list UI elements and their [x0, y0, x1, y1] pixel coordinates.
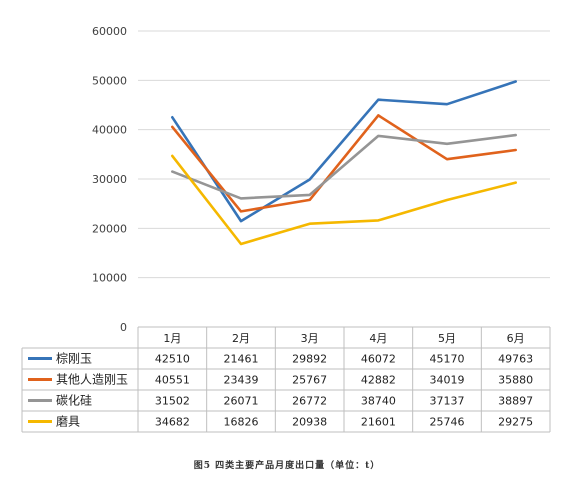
data-label: 21461 — [224, 353, 259, 366]
data-label: 16826 — [224, 416, 259, 429]
legend-label: 其他人造刚玉 — [56, 373, 128, 387]
y-tick-label: 0 — [120, 321, 127, 334]
series-line — [171, 154, 518, 246]
figure-caption: 图5 四类主要产品月度出口量（单位：t） — [193, 461, 381, 471]
data-label: 37137 — [430, 395, 465, 408]
series-line — [171, 80, 518, 223]
data-label: 42510 — [155, 353, 190, 366]
x-tick-label: 3月 — [301, 332, 319, 345]
series-line — [171, 133, 518, 200]
gridlines — [138, 30, 550, 279]
y-tick-label: 10000 — [92, 272, 127, 285]
data-label: 25767 — [292, 374, 327, 387]
data-label: 42882 — [361, 374, 396, 387]
y-tick-label: 30000 — [92, 173, 127, 186]
data-label: 20938 — [292, 416, 327, 429]
x-tick-label: 4月 — [369, 332, 387, 345]
data-label: 29275 — [498, 416, 533, 429]
data-label: 34019 — [430, 374, 465, 387]
data-label: 23439 — [224, 374, 259, 387]
data-label: 38897 — [498, 395, 533, 408]
data-label: 31502 — [155, 395, 190, 408]
legend-label: 磨具 — [56, 415, 80, 429]
data-label: 25746 — [430, 416, 465, 429]
y-tick-label: 20000 — [92, 222, 127, 235]
x-tick-label: 6月 — [507, 332, 525, 345]
y-tick-label: 50000 — [92, 74, 127, 87]
data-label: 26071 — [224, 395, 259, 408]
data-label: 40551 — [155, 374, 190, 387]
series-line — [171, 114, 518, 213]
data-label: 46072 — [361, 353, 396, 366]
legend-label: 棕刚玉 — [56, 351, 92, 366]
data-label: 45170 — [430, 353, 465, 366]
data-label: 49763 — [498, 353, 533, 366]
y-tick-label: 40000 — [92, 124, 127, 137]
data-label: 34682 — [155, 416, 190, 429]
x-tick-label: 2月 — [232, 332, 250, 345]
x-tick-label: 1月 — [163, 332, 181, 345]
data-label: 38740 — [361, 395, 396, 408]
y-tick-label: 60000 — [92, 25, 127, 38]
data-label: 21601 — [361, 416, 396, 429]
legend-label: 碳化硅 — [56, 394, 92, 408]
data-label: 29892 — [292, 353, 327, 366]
series-lines — [171, 80, 518, 246]
data-label: 35880 — [498, 374, 533, 387]
x-tick-label: 5月 — [438, 332, 456, 345]
data-label: 26772 — [292, 395, 327, 408]
y-axis-tick-labels: 0 10000 20000 30000 40000 50000 60000 — [92, 25, 127, 334]
